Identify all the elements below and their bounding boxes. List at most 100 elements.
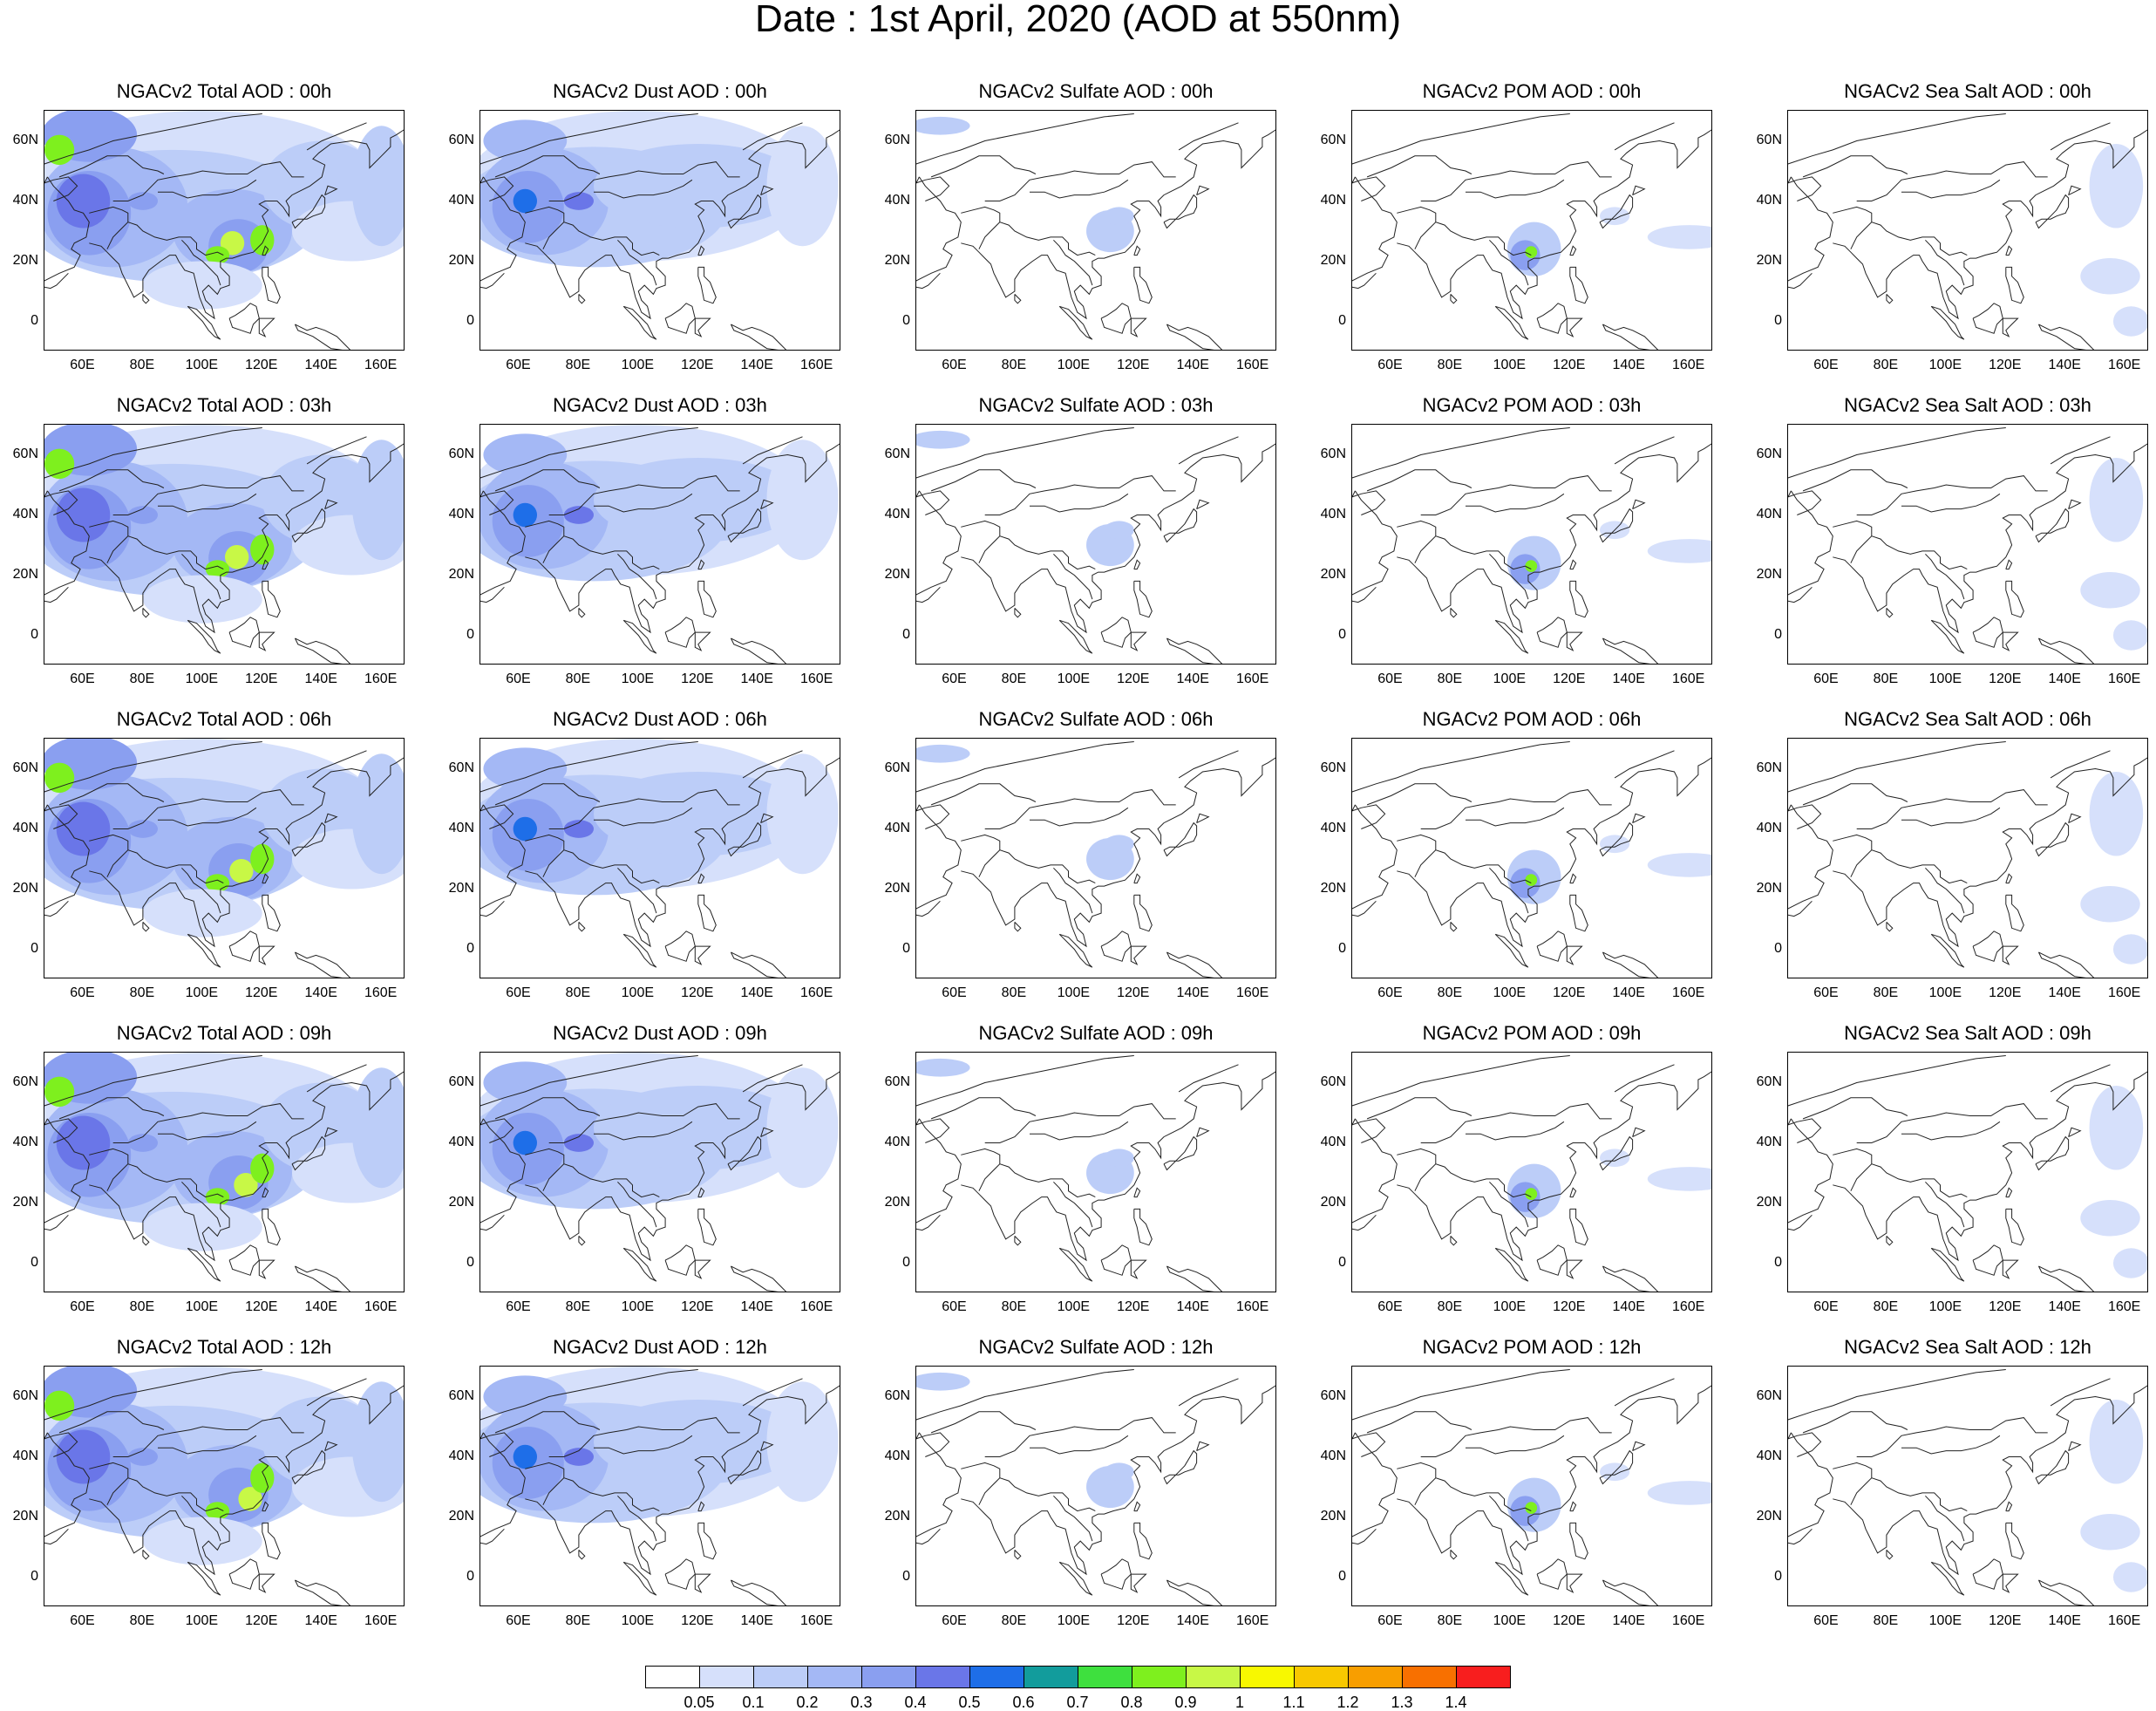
colorbar-label: 0.9 [1174, 1694, 1197, 1711]
panel-title: NGACv2 POM AOD : 06h [1422, 708, 1642, 730]
coastline [58, 469, 165, 492]
coastline [664, 617, 696, 648]
coastline [291, 194, 326, 229]
coastline [1614, 1064, 1675, 1093]
coastline [89, 443, 404, 634]
coastline [262, 1501, 269, 1512]
lon-tick-label: 60E [942, 1299, 967, 1314]
coastline [228, 1558, 260, 1590]
lon-tick-label: 60E [942, 671, 967, 686]
coastline [1494, 1247, 1529, 1282]
colorbar-label: 1.4 [1445, 1694, 1467, 1711]
coastline [1420, 789, 1612, 829]
lon-tick-label: 100E [1928, 1613, 1962, 1628]
lon-tick-label: 80E [1873, 358, 1899, 372]
lon-tick-label: 140E [1176, 358, 1209, 372]
coastline [324, 1441, 338, 1452]
aod-patch [2089, 143, 2144, 228]
coastline [742, 750, 803, 779]
aod-patch [1525, 1188, 1538, 1201]
aod-patch [142, 261, 262, 310]
aod-patch [2089, 1085, 2144, 1170]
coastline [44, 804, 78, 829]
lon-tick-label: 100E [185, 1613, 219, 1628]
coastline [112, 789, 304, 829]
aod-patch [1647, 853, 1711, 877]
coastline [1833, 1462, 1873, 1505]
lon-tick-label: 80E [1001, 1299, 1027, 1314]
lat-tick-label: 40N [1756, 192, 1782, 208]
lon-tick-label: 60E [942, 985, 967, 1000]
lon-tick-label: 140E [1612, 985, 1645, 1000]
coastline [58, 155, 165, 178]
lat-tick-label: 0 [466, 626, 474, 642]
panel-title: NGACv2 Total AOD : 00h [116, 80, 332, 102]
lon-tick-label: 100E [621, 671, 655, 686]
aod-patch [563, 1134, 595, 1152]
coastline [1053, 1495, 1093, 1542]
coastline [112, 161, 304, 201]
coastline [697, 873, 705, 884]
coastline [1930, 1247, 1965, 1282]
lon-tick-label: 100E [185, 985, 219, 1000]
coastline [2035, 1135, 2070, 1171]
coastline [622, 305, 657, 340]
lon-tick-label: 160E [364, 671, 398, 686]
coastline [984, 1103, 1176, 1143]
aod-patch [127, 192, 159, 210]
panel-title: NGACv2 Sulfate AOD : 03h [978, 394, 1214, 416]
lat-tick-label: 0 [902, 940, 910, 956]
coastline [2035, 194, 2070, 229]
coastline [1494, 933, 1529, 968]
coastline [1833, 129, 2147, 320]
lat-tick-label: 60N [1320, 132, 1346, 147]
coastline [1886, 1550, 1894, 1560]
coastline [1833, 520, 1873, 563]
colorbar-swatch [1348, 1666, 1403, 1688]
lon-tick-label: 140E [304, 985, 337, 1000]
coastline [2050, 1064, 2111, 1093]
coastline [1352, 741, 1570, 793]
coastline [916, 490, 962, 603]
lat-tick-label: 60N [1756, 1074, 1782, 1089]
lat-tick-label: 0 [1774, 626, 1782, 642]
lon-tick-label: 100E [1493, 358, 1527, 372]
coastline [1788, 176, 1822, 201]
aod-map [915, 1052, 1276, 1292]
coastline [1352, 804, 1386, 829]
aod-patch [56, 1429, 111, 1484]
coastline [1163, 1449, 1198, 1485]
coastline [730, 324, 787, 350]
coastline [563, 222, 660, 256]
lat-tick-label: 0 [466, 312, 474, 328]
aod-patch [1104, 521, 1134, 540]
aod-map [479, 424, 840, 665]
coastline [1130, 631, 1147, 651]
coastline [525, 520, 565, 563]
coastline [730, 1265, 787, 1292]
coastline [563, 1477, 660, 1512]
coastline [594, 807, 693, 827]
coastline [1352, 804, 1398, 917]
coastline [181, 239, 221, 286]
coastline [1420, 1417, 1612, 1457]
coastline [258, 317, 275, 337]
aod-patch [916, 1058, 970, 1077]
lat-tick-label: 60N [1756, 760, 1782, 775]
lat-tick-label: 0 [466, 1254, 474, 1270]
aod-patch [1647, 539, 1711, 563]
coastline [1466, 807, 1565, 827]
coastline [742, 436, 803, 465]
lon-tick-label: 80E [1873, 985, 1899, 1000]
coastline [480, 1432, 526, 1545]
coastline [306, 436, 367, 465]
lon-tick-label: 140E [304, 671, 337, 686]
colorbar-label: 0.6 [1012, 1694, 1035, 1711]
aod-patch [513, 1130, 538, 1155]
coastline [1178, 1064, 1239, 1093]
panel-title: NGACv2 Total AOD : 12h [116, 1336, 332, 1358]
lon-tick-label: 80E [1873, 1613, 1899, 1628]
map-canvas [916, 1369, 1275, 1605]
coastline [742, 122, 803, 151]
coastline [961, 1148, 1001, 1191]
